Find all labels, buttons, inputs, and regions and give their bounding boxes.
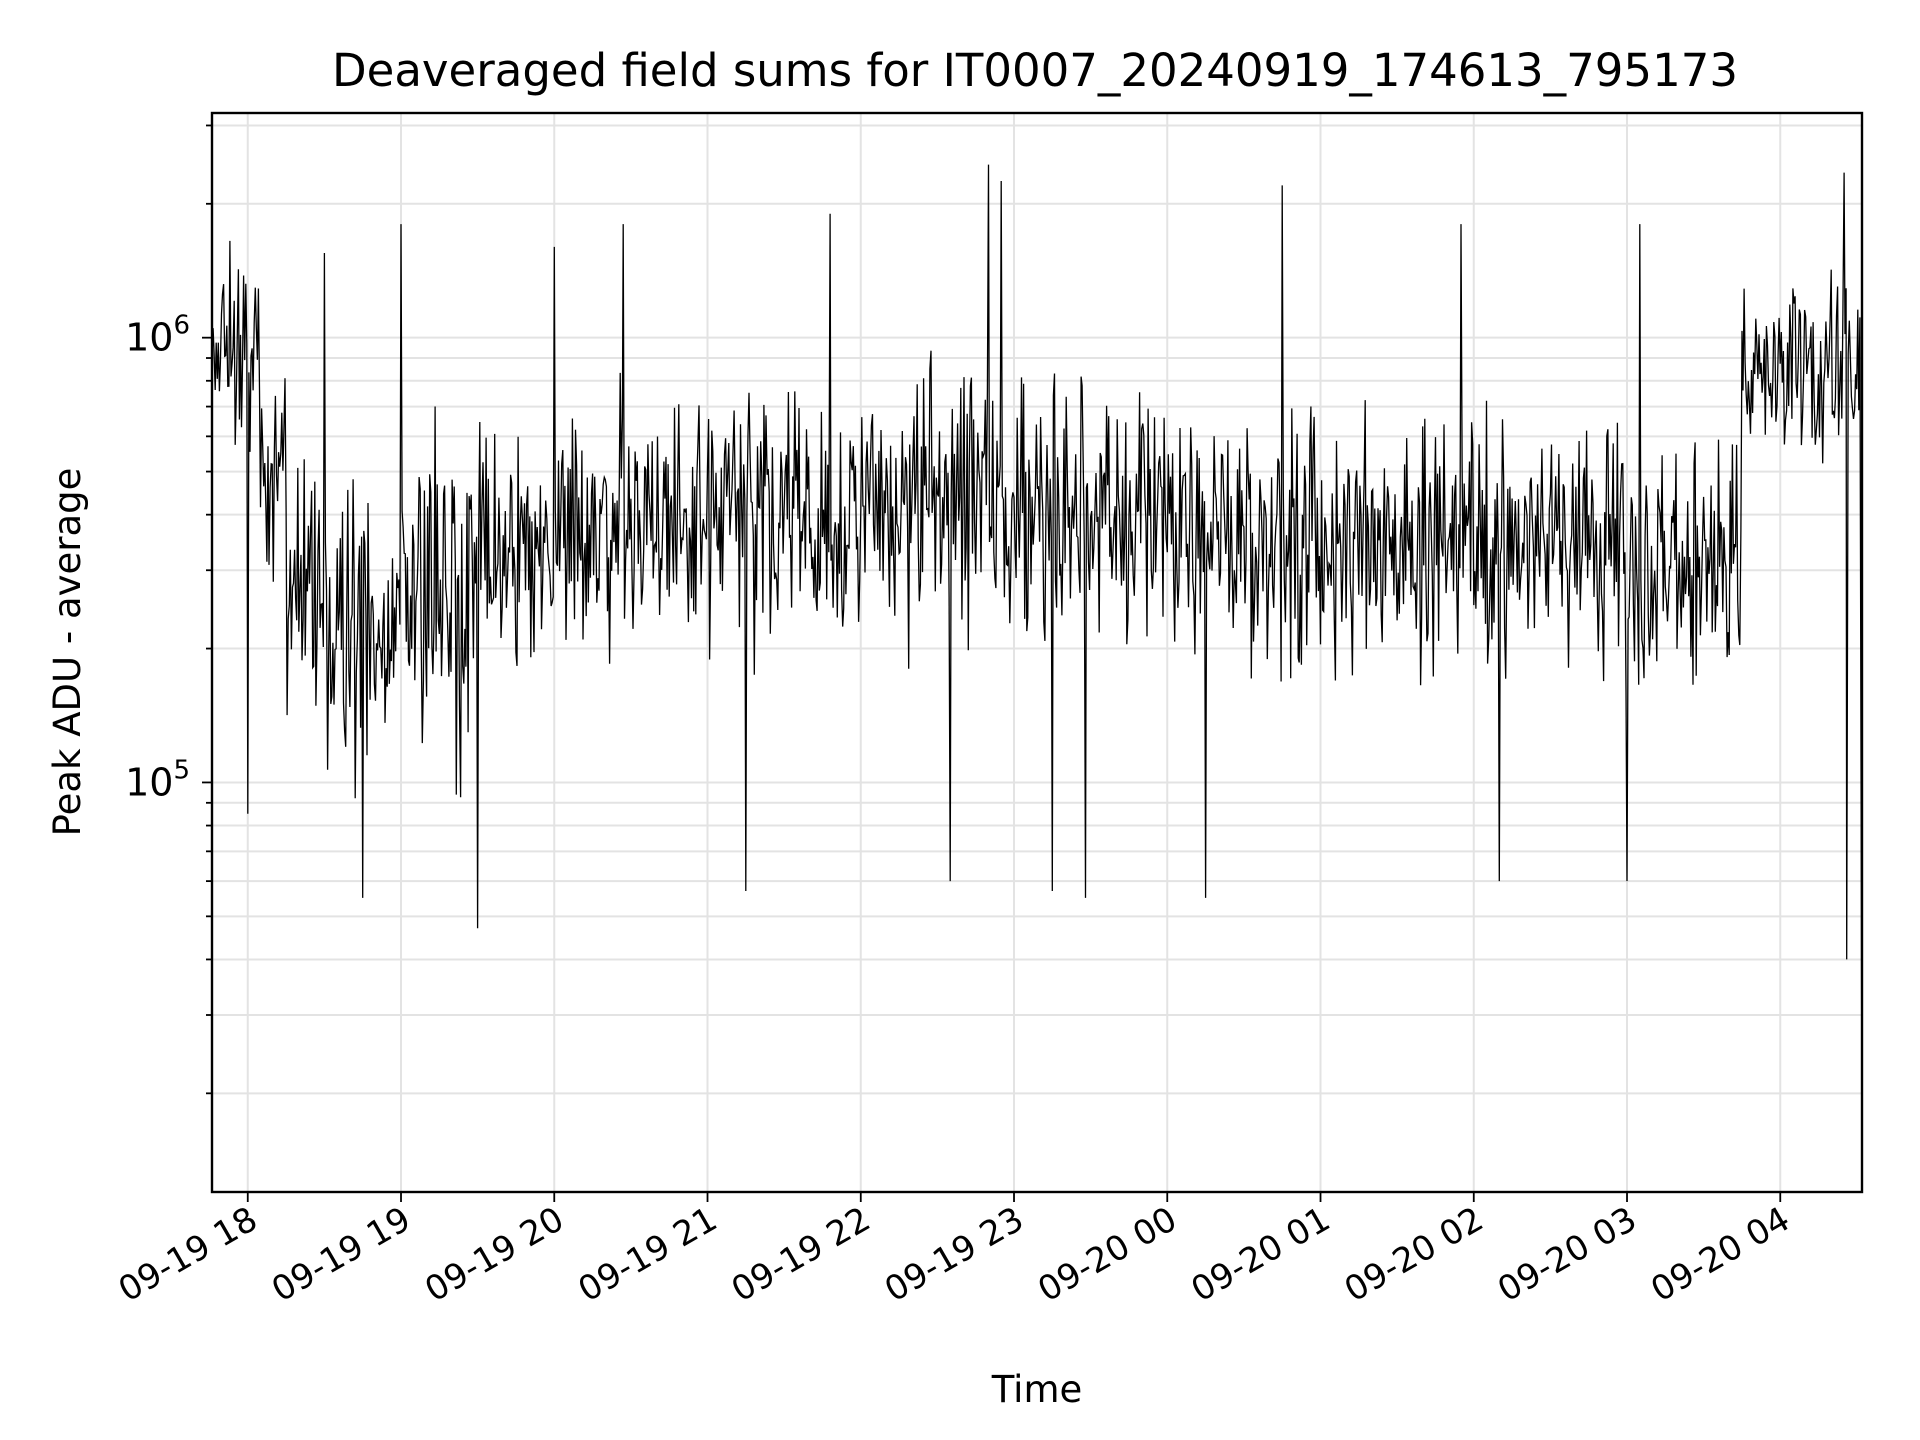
- y-axis-label: Peak ADU - average: [46, 468, 89, 837]
- chart-title: Deaveraged field sums for IT0007_2024091…: [332, 44, 1738, 97]
- series-line: [211, 164, 1863, 1149]
- x-axis-label: Time: [991, 1368, 1083, 1411]
- y-tick-label: 105: [125, 755, 190, 804]
- y-axis: 105 106: [125, 124, 212, 1095]
- plot-frame: [210, 111, 1864, 1194]
- y-tick-label: 106: [125, 311, 190, 360]
